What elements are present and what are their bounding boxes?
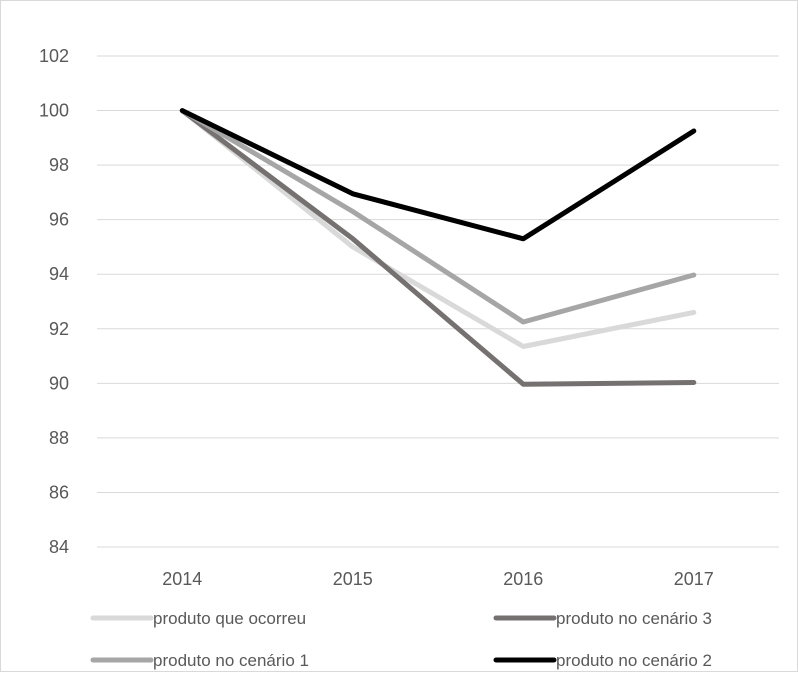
y-tick-label: 92 bbox=[49, 319, 69, 339]
legend-label: produto no cenário 3 bbox=[556, 609, 712, 628]
y-tick-label: 94 bbox=[49, 264, 69, 284]
y-tick-label: 88 bbox=[49, 428, 69, 448]
legend: produto que ocorreu produto no cenário 3 p… bbox=[90, 609, 712, 670]
x-axis-tick-labels: 2014 2015 2016 2017 bbox=[162, 569, 714, 589]
x-tick-label: 2017 bbox=[674, 569, 714, 589]
x-tick-label: 2014 bbox=[162, 569, 202, 589]
gridlines bbox=[97, 55, 779, 548]
x-tick-label: 2015 bbox=[333, 569, 373, 589]
legend-label: produto no cenário 1 bbox=[153, 651, 309, 670]
series-line bbox=[179, 108, 697, 387]
legend-label: produto no cenário 2 bbox=[556, 651, 712, 670]
legend-label: produto que ocorreu bbox=[153, 609, 306, 628]
series-line bbox=[179, 108, 697, 242]
series-lines bbox=[179, 108, 697, 387]
y-tick-label: 86 bbox=[49, 482, 69, 502]
y-axis-tick-labels: 102 100 98 96 94 92 90 88 86 84 bbox=[39, 46, 69, 557]
x-tick-label: 2016 bbox=[503, 569, 543, 589]
y-tick-label: 100 bbox=[39, 101, 69, 121]
series-line bbox=[179, 108, 697, 325]
y-tick-label: 96 bbox=[49, 210, 69, 230]
series-line bbox=[179, 108, 697, 349]
y-tick-label: 98 bbox=[49, 155, 69, 175]
y-tick-label: 102 bbox=[39, 46, 69, 66]
y-tick-label: 90 bbox=[49, 373, 69, 393]
y-tick-label: 84 bbox=[49, 537, 69, 557]
